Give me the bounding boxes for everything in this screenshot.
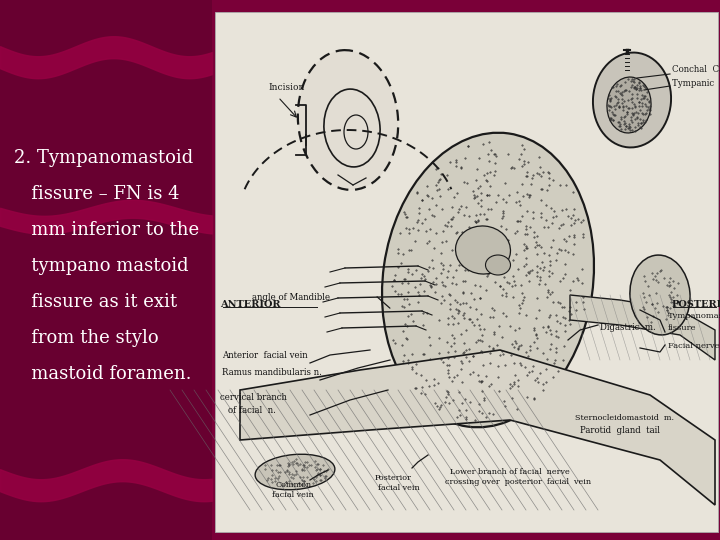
Ellipse shape <box>485 255 510 275</box>
Text: Anterior  facial vein: Anterior facial vein <box>222 351 307 360</box>
Text: mastoid foramen.: mastoid foramen. <box>14 365 192 383</box>
Text: Sternocleidomastoid  m.: Sternocleidomastoid m. <box>575 414 674 422</box>
Ellipse shape <box>456 226 510 274</box>
Text: mm inferior to the: mm inferior to the <box>14 221 199 239</box>
Bar <box>215 12 718 532</box>
Text: Posterior: Posterior <box>375 474 412 482</box>
Text: POSTERIOR: POSTERIOR <box>672 300 720 309</box>
Ellipse shape <box>593 52 671 147</box>
Text: crossing over  posterior  facial  vein: crossing over posterior facial vein <box>445 478 591 486</box>
Ellipse shape <box>607 77 651 133</box>
Text: fissure – FN is 4: fissure – FN is 4 <box>14 185 179 203</box>
Bar <box>0 0 212 540</box>
Text: cervical branch: cervical branch <box>220 393 287 402</box>
Text: fissure: fissure <box>668 324 696 332</box>
Text: Ramus mandibularis n.: Ramus mandibularis n. <box>222 368 322 377</box>
Text: tympano mastoid: tympano mastoid <box>14 257 189 275</box>
Ellipse shape <box>382 133 594 427</box>
Polygon shape <box>240 350 715 505</box>
Text: fissure as it exit: fissure as it exit <box>14 293 177 311</box>
Text: Digastric  m.: Digastric m. <box>600 323 656 332</box>
Text: Common: Common <box>276 481 312 489</box>
Text: Tympanomastoid: Tympanomastoid <box>668 312 720 320</box>
Ellipse shape <box>255 454 335 490</box>
Text: Facial nerve trunk: Facial nerve trunk <box>668 342 720 350</box>
Ellipse shape <box>630 255 690 335</box>
Text: 2. Tympanomastoid: 2. Tympanomastoid <box>14 149 193 167</box>
Text: Incision: Incision <box>268 83 305 92</box>
Text: Lower branch of facial  nerve: Lower branch of facial nerve <box>450 468 570 476</box>
Polygon shape <box>570 295 715 360</box>
Text: from the stylo: from the stylo <box>14 329 158 347</box>
Ellipse shape <box>298 50 398 190</box>
Text: facial vein: facial vein <box>272 491 314 499</box>
Text: ANTERIOR: ANTERIOR <box>220 300 281 309</box>
Text: of facial  n.: of facial n. <box>228 406 276 415</box>
Text: facial vein: facial vein <box>378 484 420 492</box>
Text: Tympanic  bone: Tympanic bone <box>672 79 720 88</box>
Text: angle of Mandible: angle of Mandible <box>252 293 330 302</box>
Text: Conchal  Cartilage: Conchal Cartilage <box>672 65 720 74</box>
Text: Parotid  gland  tail: Parotid gland tail <box>580 426 660 435</box>
